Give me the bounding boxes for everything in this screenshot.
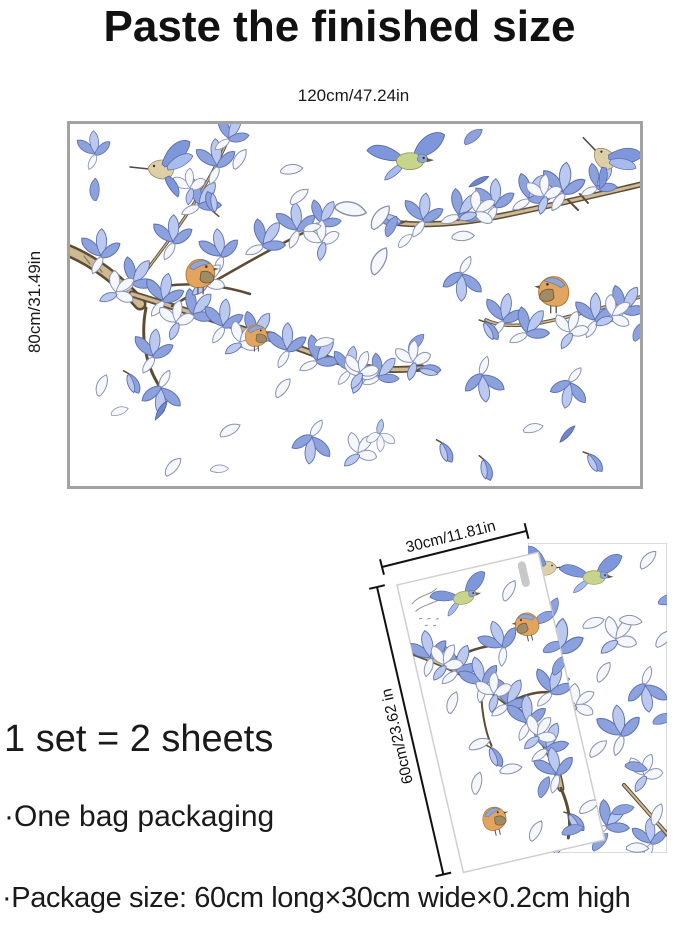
page-title: Paste the finished size xyxy=(103,2,576,51)
sheets-figure: 30cm/11.81in 60cm/23.62 in xyxy=(368,518,667,878)
note-package-size: ·Package size: 60cm long×30cm wide×0.2cm… xyxy=(2,882,631,914)
note-set-count: 1 set = 2 sheets xyxy=(4,718,274,760)
left-branch-blossoms xyxy=(78,124,442,420)
hang-slot xyxy=(517,561,530,587)
brand-mark xyxy=(411,587,445,627)
magnolia-branch-left xyxy=(70,138,426,392)
finished-size-preview xyxy=(67,121,643,489)
finished-width-label: 120cm/47.24in xyxy=(297,86,410,105)
perched-bluebird xyxy=(533,275,570,314)
bluegreen-bird xyxy=(366,131,446,181)
note-bag-packaging: ·One bag packaging xyxy=(4,800,275,833)
magnolia-bird-artwork xyxy=(70,124,640,484)
sheet-front xyxy=(396,551,606,874)
finished-height-label: 80cm/31.49in xyxy=(25,250,44,354)
